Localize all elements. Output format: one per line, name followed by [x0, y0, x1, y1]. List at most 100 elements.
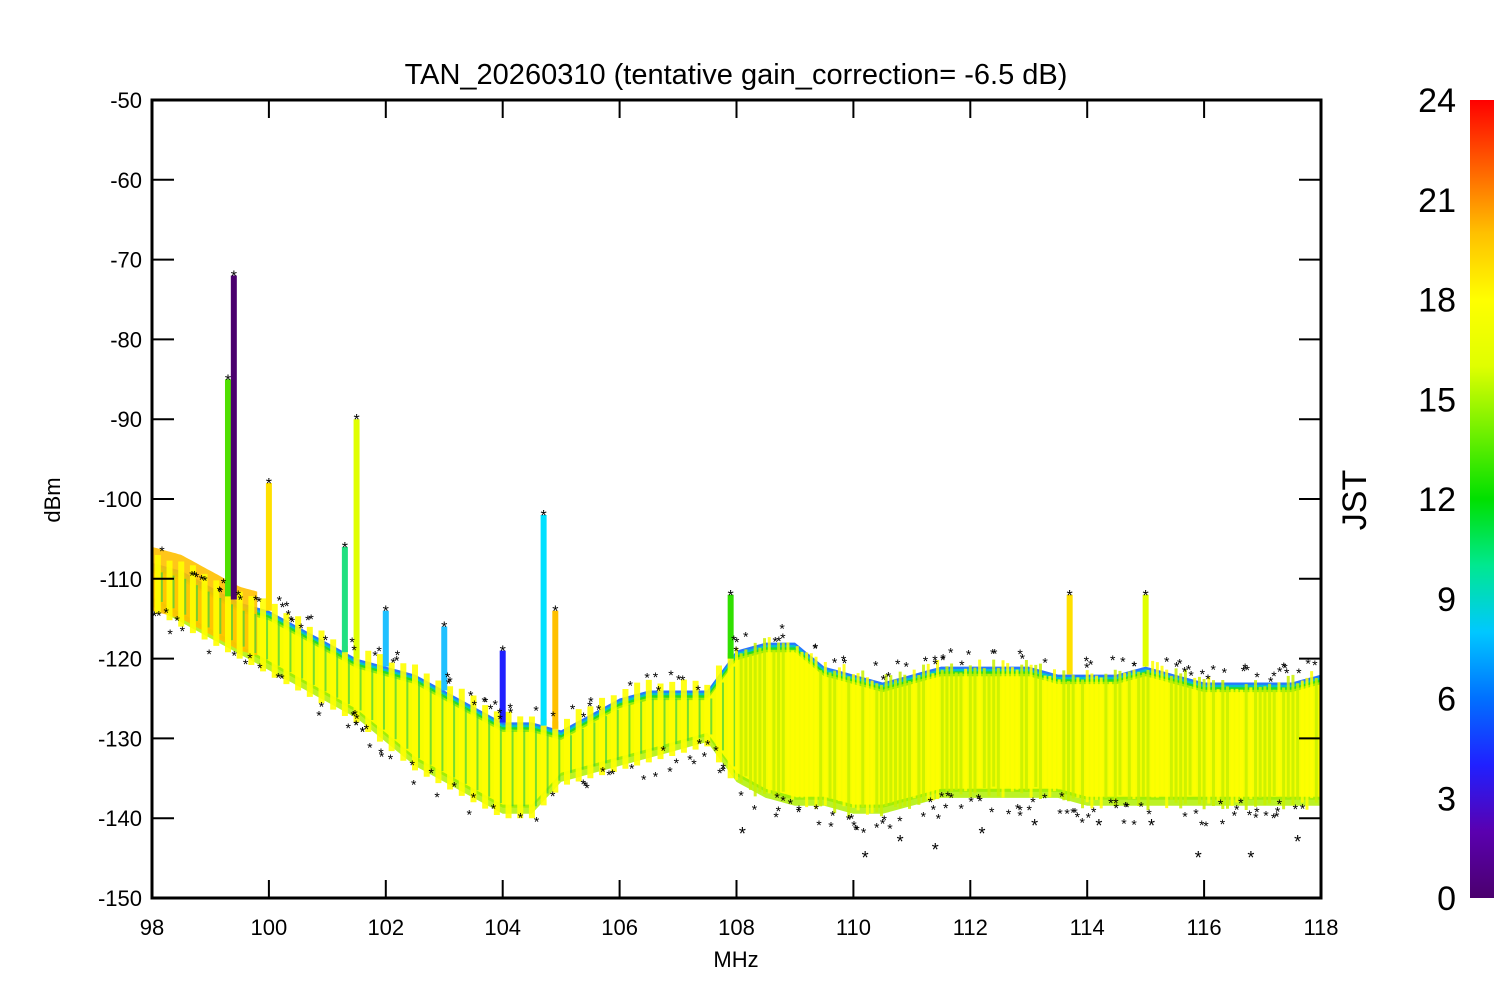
fringe-point: *	[493, 696, 499, 712]
fringe-point: *	[1254, 669, 1260, 685]
fringe-point: *	[959, 657, 965, 673]
fringe-point: *	[518, 809, 524, 825]
fringe-point: *	[948, 790, 954, 806]
fringe-point: *	[842, 655, 848, 671]
fringe-point: *	[743, 628, 749, 644]
x-tick-label: 108	[718, 915, 755, 940]
fringe-point: *	[584, 780, 590, 796]
fringe-point: *	[668, 667, 674, 683]
fringe-point: *	[253, 592, 259, 608]
fringe-point: *	[360, 723, 366, 739]
fringe-point: *	[257, 660, 263, 676]
fringe-point: *	[481, 694, 487, 710]
outlier-marker: *	[978, 824, 985, 844]
fringe-point: *	[1020, 650, 1026, 666]
fringe-point: *	[814, 801, 820, 817]
fringe-point: *	[773, 633, 779, 649]
fringe-point: *	[1274, 808, 1280, 824]
fringe-point: *	[610, 766, 616, 782]
fringe-point: *	[1075, 809, 1081, 825]
outlier-marker: *	[897, 832, 904, 852]
fringe-point: *	[968, 794, 974, 810]
fringe-point: *	[1086, 809, 1092, 825]
fringe-point: *	[194, 569, 200, 585]
fringe-point: *	[534, 813, 540, 829]
outlier-marker: *	[1294, 832, 1301, 852]
fringe-point: *	[588, 694, 594, 710]
colorbar-tick-label: 0	[1437, 880, 1456, 918]
y-tick-label: -90	[110, 407, 142, 432]
fringe-point: *	[451, 778, 457, 794]
colorbar-ticks: 0 3 6 9 12 15 18 21 24	[1418, 82, 1456, 918]
fringe-point: *	[1200, 666, 1206, 682]
fringe-point: *	[1238, 795, 1244, 811]
fringe-point: *	[1138, 799, 1144, 815]
fringe-point: *	[472, 697, 478, 713]
fringe-point: *	[508, 700, 514, 716]
fringe-point: *	[656, 682, 662, 698]
fringe-point: *	[497, 705, 503, 721]
outlier-marker: *	[739, 824, 746, 844]
fringe-point: *	[1263, 807, 1269, 823]
fringe-point: *	[349, 634, 355, 650]
fringe-point: *	[1057, 806, 1063, 822]
fringe-point: *	[1293, 801, 1299, 817]
fringe-point: *	[1282, 660, 1288, 676]
fringe-point: *	[695, 682, 701, 698]
fringe-point: *	[429, 765, 435, 781]
fringe-point: *	[846, 811, 852, 827]
fringe-point: *	[354, 717, 360, 733]
x-tick-label: 118	[1303, 915, 1338, 940]
fringe-point: *	[351, 642, 357, 658]
fringe-point: *	[395, 647, 401, 663]
fringe-point: *	[921, 809, 927, 825]
fringe-point: *	[976, 791, 982, 807]
fringe-point: *	[854, 822, 860, 838]
fringe-point: *	[163, 605, 169, 621]
fringe-point: *	[467, 806, 473, 822]
fringe-point: *	[238, 591, 244, 607]
fringe-point: *	[582, 777, 588, 793]
fringe-point: *	[990, 646, 996, 662]
fringe-point: *	[641, 772, 647, 788]
fringe-point: *	[936, 811, 942, 827]
fringe-point: *	[1247, 807, 1253, 823]
fringe-point: *	[367, 740, 373, 756]
y-tick-label: -150	[98, 886, 142, 911]
y-tick-label: -60	[110, 168, 142, 193]
x-tick-label: 104	[484, 915, 521, 940]
colorbar-tick-label: 24	[1418, 82, 1456, 120]
fringe-point: *	[1084, 653, 1090, 669]
fringe-point: *	[192, 568, 198, 584]
fringe-point: *	[939, 789, 945, 805]
fringe-point: *	[1241, 663, 1247, 679]
fringe-point: *	[931, 801, 937, 817]
fringe-point: *	[1174, 659, 1180, 675]
fringe-point: *	[1254, 804, 1260, 820]
fringe-point: *	[1079, 815, 1085, 831]
carrier-marker: *	[353, 412, 359, 429]
data-layer: * * * * * * * * * * * * * * * * * * * * * * * * * * * * * * * * * * * * * * * *…	[152, 269, 1321, 868]
carrier-marker: *	[441, 620, 447, 637]
fringe-point: *	[305, 612, 311, 628]
fringe-point: *	[280, 599, 286, 615]
fringe-point: *	[1042, 790, 1048, 806]
x-tick-label: 116	[1187, 915, 1222, 940]
fringe-point: *	[360, 724, 366, 740]
fringe-point: *	[1177, 655, 1183, 671]
fringe-point: *	[1232, 808, 1238, 824]
y-tick-label: -100	[98, 487, 142, 512]
fringe-point: *	[796, 802, 802, 818]
fringe-point: *	[232, 647, 238, 663]
fringe-point: *	[581, 776, 587, 792]
colorbar-tick-label: 3	[1437, 780, 1456, 818]
fringe-point: *	[1042, 654, 1048, 670]
fringe-point: *	[1017, 646, 1023, 662]
carrier-marker: *	[540, 508, 546, 525]
fringe-point: *	[644, 670, 650, 686]
fringe-point: *	[394, 652, 400, 668]
fringe-point: *	[796, 804, 802, 820]
fringe-point: *	[550, 788, 556, 804]
fringe-point: *	[697, 736, 703, 752]
fringe-point: *	[372, 647, 378, 663]
